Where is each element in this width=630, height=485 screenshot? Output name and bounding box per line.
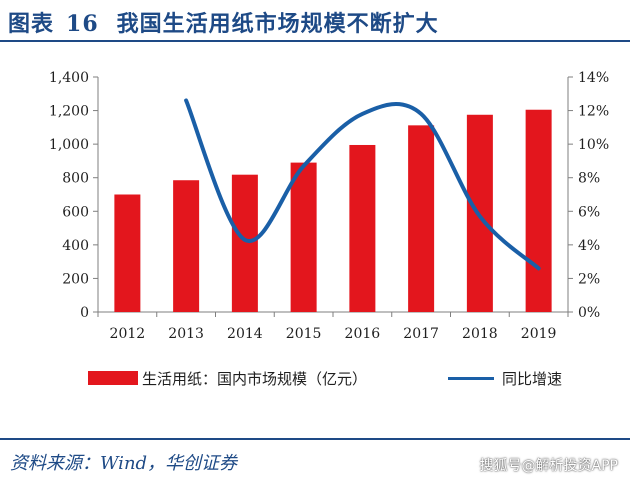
right-axis-tick-label: 14% (578, 70, 609, 86)
legend-line-label: 同比增速 (502, 369, 563, 388)
right-axis-tick-label: 4% (578, 238, 600, 254)
left-axis-tick-label: 800 (62, 171, 89, 187)
source-divider (0, 438, 630, 440)
legend-bar-swatch (88, 371, 138, 385)
watermark: 搜狐号@解析投资APP (479, 458, 618, 474)
legend-item-growth-rate: 同比增速 (448, 368, 562, 388)
right-axis-tick-label: 6% (578, 204, 600, 220)
bar-market-size (349, 144, 376, 312)
left-axis-tick-label: 0 (80, 305, 89, 321)
bar-market-size (525, 109, 552, 312)
left-axis-tick-label: 200 (62, 271, 89, 287)
left-axis-tick-label: 1,400 (49, 70, 89, 86)
x-axis-tick-label: 2016 (345, 326, 381, 342)
figure-number: 16 (66, 11, 99, 37)
line-growth-rate (184, 98, 541, 271)
left-axis-tick-label: 600 (62, 204, 89, 220)
right-axis-tick-label: 10% (578, 137, 609, 153)
source-note: 资料来源：Wind，华创证券 (10, 453, 238, 474)
left-axis-tick-label: 1,200 (49, 104, 89, 120)
legend-bar-label: 生活用纸：国内市场规模（亿元） (142, 369, 368, 388)
right-axis-tick-label: 0% (578, 305, 600, 321)
left-axis-tick-label: 400 (62, 238, 89, 254)
x-axis-tick-label: 2015 (286, 326, 322, 342)
figure-label: 图表 (8, 11, 55, 37)
bar-market-size (290, 162, 317, 312)
legend-line-swatch (448, 376, 494, 380)
right-axis-tick-label: 12% (578, 104, 609, 120)
x-axis-tick-label: 2019 (521, 326, 557, 342)
right-axis-tick-label: 8% (578, 171, 600, 187)
bar-market-size (173, 180, 200, 312)
title-divider (0, 40, 630, 42)
left-axis-tick-label: 1,000 (49, 137, 89, 153)
combo-chart: 0 200 400 600 800 1,000 1,200 1,400 0% 2% 4% 6% 8% 10… (49, 70, 609, 342)
chart-legend: 生活用纸：国内市场规模（亿元） 同比增速 (0, 364, 630, 394)
right-axis-tick-label: 2% (578, 271, 600, 287)
x-axis-tick-label: 2018 (462, 326, 498, 342)
figure-title: 图表 16 我国生活用纸市场规模不断扩大 (8, 6, 439, 37)
x-axis-tick-label: 2013 (168, 326, 204, 342)
x-axis-tick-label: 2012 (110, 326, 146, 342)
bar-market-size (114, 194, 141, 312)
legend-item-market-size: 生活用纸：国内市场规模（亿元） (88, 368, 367, 388)
bar-market-size (231, 174, 258, 312)
x-axis-tick-label: 2014 (227, 326, 263, 342)
x-axis-tick-label: 2017 (403, 326, 439, 342)
bar-market-size (408, 125, 435, 312)
figure-title-text: 我国生活用纸市场规模不断扩大 (116, 11, 439, 37)
